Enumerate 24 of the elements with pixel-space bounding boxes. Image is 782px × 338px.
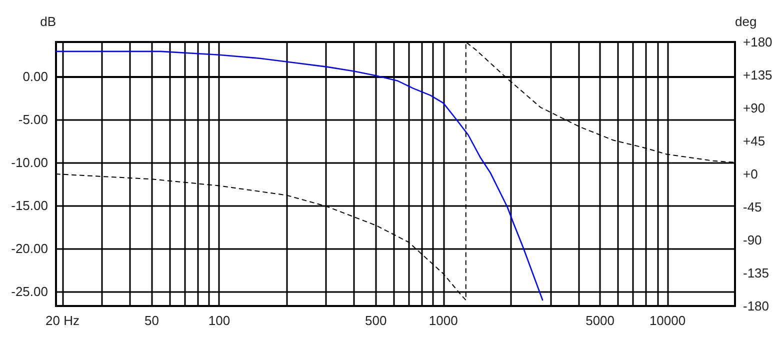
- y2-tick-label: +45: [743, 134, 766, 148]
- y2-tick-label: -90: [743, 232, 762, 248]
- x-tick-label: 1000: [428, 313, 458, 328]
- x-tick-label: 5000: [586, 313, 615, 328]
- y-tick-label: -15.00: [11, 198, 48, 213]
- x-tick-label: 20 Hz: [46, 313, 80, 328]
- y2-axis-title: deg: [735, 14, 757, 29]
- x-tick-label: 100: [208, 313, 230, 328]
- y-tick-label: -5.00: [18, 112, 48, 127]
- y-tick-label: -20.00: [11, 240, 48, 256]
- y2-tick-label: -180: [743, 298, 770, 314]
- y2-tick-label: +90: [743, 100, 766, 116]
- y-tick-label: 0.00: [22, 68, 48, 84]
- y2-tick-label: +135: [743, 68, 772, 82]
- y2-tick-label: +180: [743, 34, 772, 50]
- y-tick-label: -10.00: [11, 154, 48, 170]
- x-tick-label: 50: [144, 313, 159, 328]
- y-tick-label: -25.00: [11, 284, 48, 299]
- y-axis-title: dB: [40, 14, 56, 29]
- x-tick-label: 500: [365, 313, 387, 328]
- x-tick-label: 10000: [649, 313, 686, 328]
- y2-tick-label: +0: [743, 166, 758, 182]
- y2-tick-label: -45: [743, 200, 762, 214]
- y2-tick-label: -135: [743, 266, 770, 280]
